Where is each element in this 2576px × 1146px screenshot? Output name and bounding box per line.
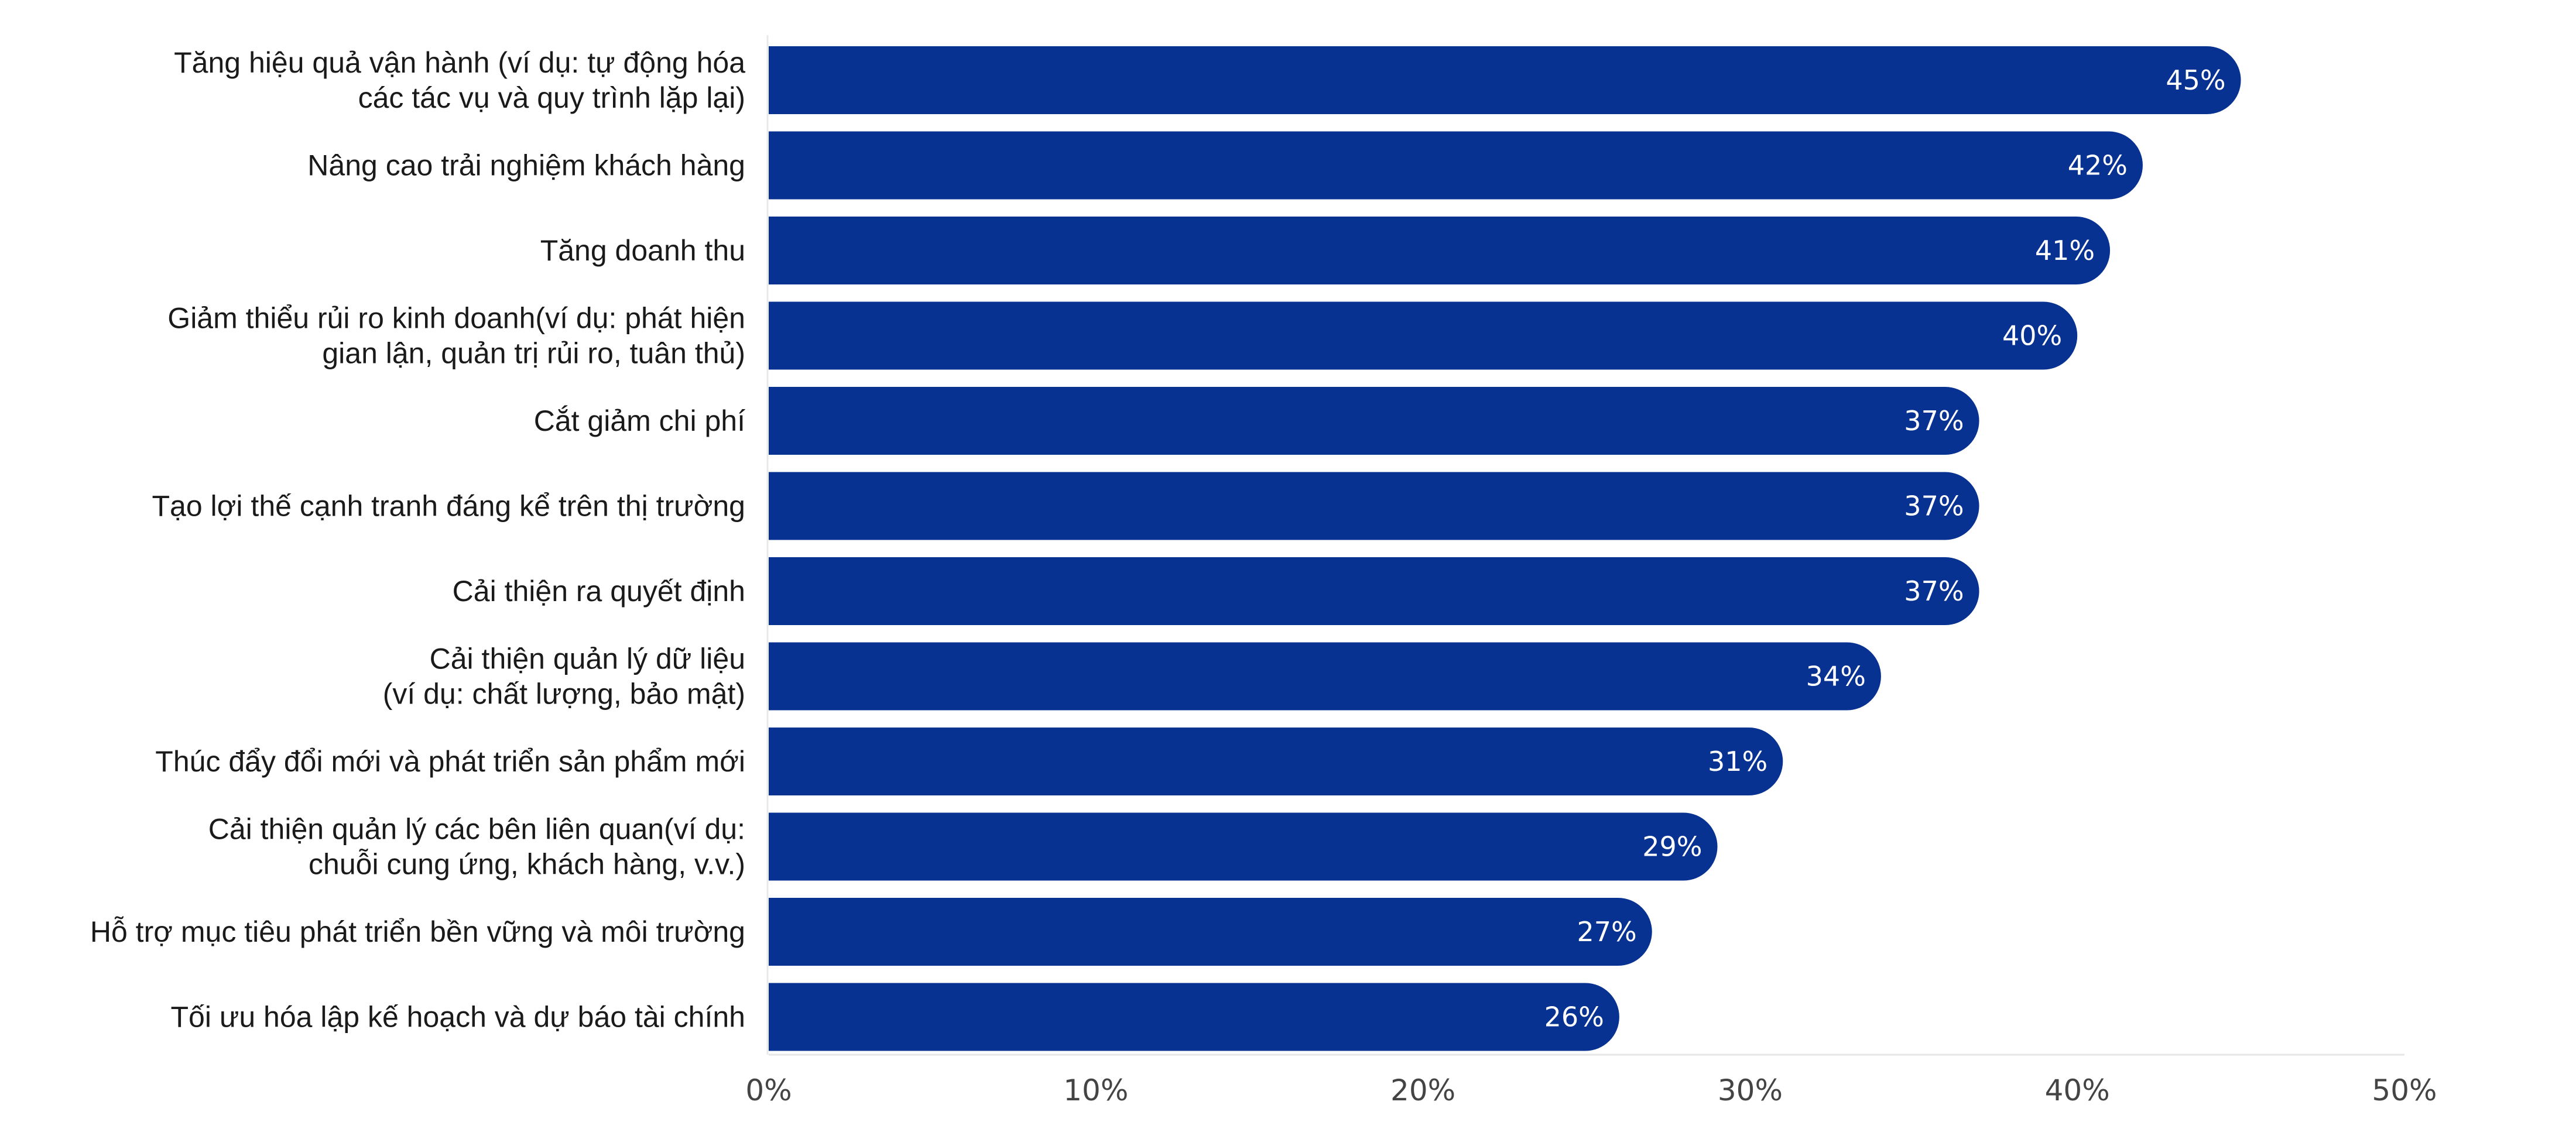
category-label: Nâng cao trải nghiệm khách hàng [307,149,745,182]
data-label: 29% [1642,831,1702,863]
x-tick-label: 30% [1718,1073,1783,1107]
data-label: 27% [1577,916,1637,948]
bar [769,728,1783,795]
x-tick-label: 40% [2045,1073,2110,1107]
category-label: Tối ưu hóa lập kế hoạch và dự báo tài ch… [171,1001,745,1034]
category-label: Tăng doanh thu [540,234,745,267]
data-label: 45% [2166,64,2225,96]
x-tick-label: 0% [745,1073,792,1107]
data-label: 40% [2002,320,2062,352]
category-label: Tạo lợi thế cạnh tranh đáng kể trên thị … [152,490,745,523]
category-label: Thúc đẩy đổi mới và phát triển sản phẩm … [155,745,745,778]
category-label: Giảm thiểu rủi ro kinh doanh(ví dụ: phát… [167,302,745,335]
bar [769,301,2078,370]
category-label: (ví dụ: chất lượng, bảo mật) [383,678,745,711]
data-label: 37% [1904,490,1964,522]
bar [769,898,1652,966]
bar [769,472,1979,540]
bar [769,131,2143,200]
category-label: Tăng hiệu quả vận hành (ví dụ: tự động h… [174,46,745,79]
bar [769,46,2241,114]
x-axis: 0% 10% 20% 30% 40% 50% [745,35,2437,1107]
x-tick-label: 20% [1390,1073,1455,1107]
category-label: Cải thiện quản lý dữ liệu [430,643,745,675]
bar [769,217,2111,284]
data-label: 26% [1544,1001,1604,1033]
category-label: Cải thiện quản lý các bên liên quan(ví d… [208,813,745,846]
category-label: Cải thiện ra quyết định [453,575,745,608]
bar [769,812,1718,881]
data-label: 31% [1708,746,1767,777]
bar [769,983,1619,1051]
category-label: Hỗ trợ mục tiêu phát triển bền vững và m… [90,915,745,948]
bar [769,642,1881,711]
category-label: Cắt giảm chi phí [534,404,745,437]
category-label: chuỗi cung ứng, khách hàng, v.v.) [309,848,745,881]
data-label: 37% [1904,405,1964,437]
bar [769,557,1979,625]
bars-layer: 45% 42% 41% 40% 37% 37% 37% 34% 31% 29% 27% 26% [769,46,2241,1051]
category-labels-layer: Tăng hiệu quả vận hành (ví dụ: tự động h… [90,46,745,1034]
data-label: 34% [1806,661,1866,692]
data-label: 42% [2068,150,2128,181]
category-label: gian lận, quản trị rủi ro, tuân thủ) [322,337,745,370]
x-tick-label: 10% [1063,1073,1128,1107]
data-label: 37% [1904,575,1964,607]
category-label: các tác vụ và quy trình lặp lại) [358,81,745,114]
data-label: 41% [2035,235,2095,266]
bar [769,387,1979,455]
x-tick-label: 50% [2372,1073,2437,1107]
